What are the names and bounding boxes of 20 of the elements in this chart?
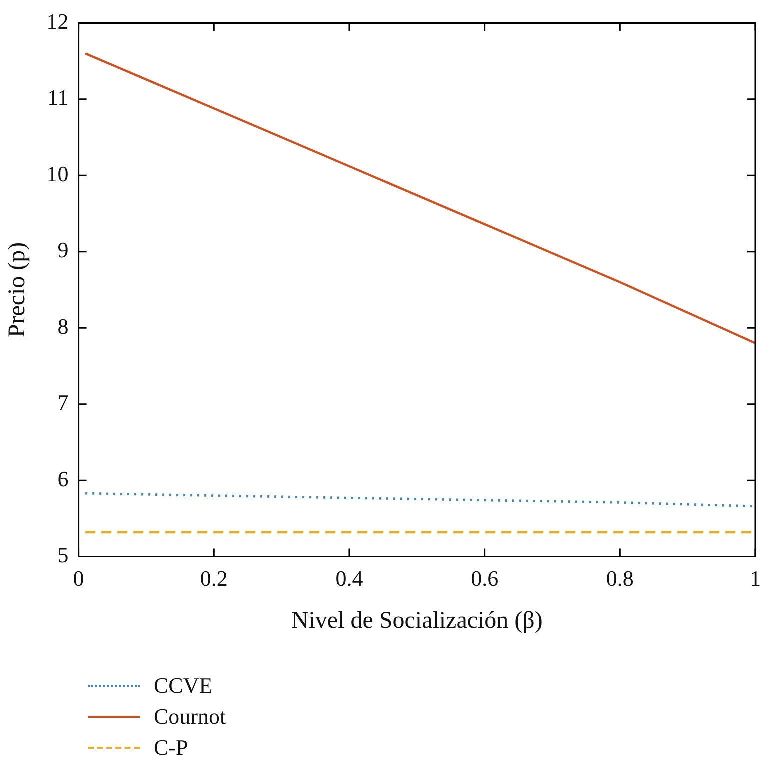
y-tick-label: 6 <box>58 466 69 492</box>
line-series <box>84 492 756 508</box>
legend-label: Cournot <box>154 704 226 730</box>
legend-label: CCVE <box>154 672 213 698</box>
x-tick-label: 1 <box>750 566 761 591</box>
y-tick-label: 10 <box>46 161 69 186</box>
legend-label: C-P <box>154 734 188 760</box>
x-axis-title: Nivel de Socialización (β) <box>291 608 543 634</box>
y-tick-label: 12 <box>46 8 69 34</box>
x-tick-label: 0 <box>73 566 84 591</box>
y-axis-title: Precio (p) <box>4 242 31 338</box>
y-tick-label: 8 <box>58 314 69 339</box>
x-tick-label: 0.2 <box>200 566 228 591</box>
y-tick-label: 11 <box>48 85 69 110</box>
x-tick-label: 0.8 <box>606 566 634 591</box>
y-tick-label: 9 <box>58 238 69 263</box>
y-tick-label: 5 <box>58 542 69 568</box>
x-tick-label: 0.6 <box>471 566 499 591</box>
x-tick-label: 0.4 <box>336 566 364 591</box>
y-tick-label: 7 <box>58 390 69 416</box>
